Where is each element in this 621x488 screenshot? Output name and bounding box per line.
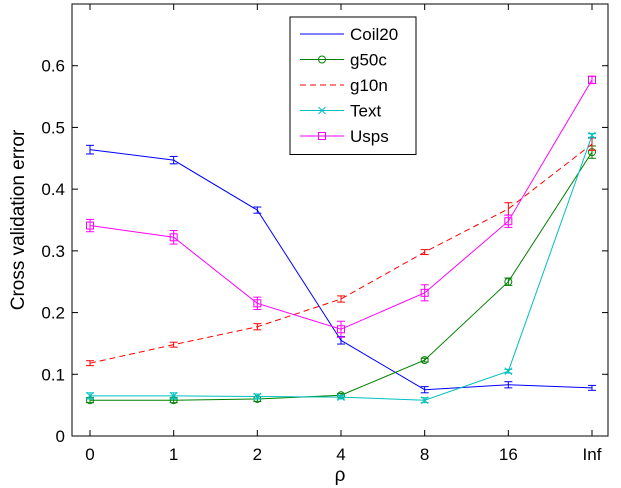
legend-label: g50c <box>350 51 387 70</box>
y-axis: 0 0.1 0.2 0.3 0.4 0.5 0.6 <box>41 57 608 446</box>
x-tick-label: 4 <box>336 445 345 464</box>
data-point-g50c <box>420 356 429 365</box>
error-bar-g10n <box>253 323 262 331</box>
error-bar-usps <box>169 229 178 245</box>
legend-box <box>289 16 417 155</box>
y-tick-label: 0.2 <box>41 304 65 323</box>
x-tick-label: 16 <box>499 445 518 464</box>
y-tick-label: 0.1 <box>41 365 65 384</box>
error-bar-usps <box>504 214 513 228</box>
legend-label: Text <box>350 102 381 121</box>
data-point-usps <box>337 325 345 334</box>
error-bar-g10n <box>86 360 94 367</box>
y-tick-label: 0.3 <box>41 242 65 261</box>
error-bar-coil20 <box>253 206 262 214</box>
legend-item-text: Text <box>300 102 381 121</box>
legend-item-usps: Usps <box>300 127 389 146</box>
y-axis-label: Cross validation error <box>8 129 29 310</box>
x-marker-stroke <box>86 392 94 400</box>
legend-label: Usps <box>350 127 389 146</box>
data-point-text <box>588 131 596 140</box>
x-marker-stroke <box>318 106 326 115</box>
error-bar-usps <box>420 284 429 302</box>
error-bar-usps <box>337 320 345 338</box>
x-marker-stroke <box>504 367 513 376</box>
data-point-usps <box>253 299 262 308</box>
y-tick-label: 0.5 <box>41 118 65 137</box>
error-bar-coil20 <box>169 155 178 165</box>
x-tick-label: 1 <box>169 445 178 464</box>
error-bar-coil20 <box>86 144 94 155</box>
data-point-usps <box>504 217 513 226</box>
y-tick-label: 0.4 <box>41 180 65 199</box>
data-point-g50c <box>504 277 513 286</box>
series-coil20 <box>86 144 596 394</box>
legend-item-g50c: g50c <box>300 51 387 70</box>
error-bar-g10n <box>169 341 178 348</box>
error-bar-usps <box>253 296 262 310</box>
x-axis: 0 1 2 4 8 16 Inf <box>85 4 602 464</box>
legend-item-g10n: g10n <box>300 76 388 95</box>
legend: Coil20 g50c g10n Text Usps <box>289 16 417 155</box>
x-axis-label: ρ <box>335 465 346 486</box>
data-point-text <box>504 367 513 376</box>
data-point-text <box>169 392 178 400</box>
x-tick-label: 8 <box>420 445 429 464</box>
series-text <box>86 131 596 405</box>
series-usps <box>86 75 596 338</box>
x-marker-stroke <box>337 393 345 401</box>
data-point-usps <box>420 288 429 297</box>
error-bar-coil20 <box>504 381 513 389</box>
error-bar-coil20 <box>588 384 596 391</box>
x-marker-stroke <box>588 131 596 140</box>
error-bar-g10n <box>337 295 345 303</box>
data-point-text <box>337 393 345 401</box>
legend-label: Coil20 <box>350 25 398 44</box>
data-point-usps <box>588 75 596 84</box>
data-point-text <box>86 392 94 400</box>
x-tick-label: Inf <box>583 445 602 464</box>
legend-marker <box>318 55 326 64</box>
y-tick-label: 0 <box>56 427 65 446</box>
error-bar-g10n <box>420 249 429 256</box>
legend-label: g10n <box>350 76 388 95</box>
series-layer <box>86 75 596 405</box>
legend-marker <box>318 132 326 140</box>
y-tick-label: 0.6 <box>41 57 65 76</box>
error-bar-usps <box>86 218 94 233</box>
x-tick-label: 2 <box>253 445 262 464</box>
legend-item-coil20: Coil20 <box>300 25 398 44</box>
data-point-text <box>420 396 429 405</box>
data-point-text <box>253 392 262 401</box>
legend-marker <box>318 106 326 115</box>
data-point-usps <box>86 221 94 230</box>
x-marker-stroke <box>420 396 429 405</box>
error-bar-coil20 <box>420 386 429 394</box>
x-marker-stroke <box>169 392 178 400</box>
x-marker-stroke <box>253 392 262 401</box>
x-tick-label: 0 <box>85 445 94 464</box>
data-point-usps <box>169 233 178 242</box>
